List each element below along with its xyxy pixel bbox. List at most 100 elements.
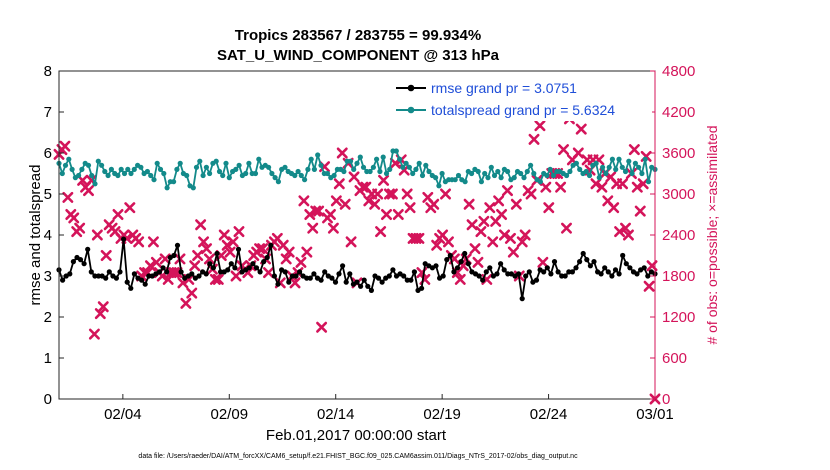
rmse-point (70, 259, 76, 265)
totalspread-point (102, 168, 108, 175)
rmse-point (358, 283, 364, 289)
rmse-point (60, 277, 66, 283)
totalspread-point (272, 175, 278, 181)
nobs-marker (147, 236, 159, 248)
x-tick-label: 02/19 (423, 406, 461, 423)
rmse-point (541, 269, 547, 275)
totalspread-point (131, 166, 137, 172)
nobs-marker (543, 202, 555, 214)
y-left-tick-label: 4 (44, 227, 52, 244)
rmse-point (174, 242, 181, 248)
rmse-point (627, 265, 633, 271)
totalspread-point (292, 172, 298, 179)
rmse-point (347, 271, 353, 277)
rmse-point (573, 265, 579, 271)
rmse-point (268, 242, 274, 248)
totalspread-point (138, 164, 144, 170)
rmse-point (533, 277, 540, 283)
totalspread-point (619, 164, 625, 170)
rmse-point (516, 271, 522, 277)
totalspread-point (95, 158, 101, 164)
totalspread-point (413, 166, 419, 172)
nobs-marker (442, 236, 454, 248)
totalspread-point (573, 160, 580, 166)
y-left-tick-label: 8 (44, 63, 52, 80)
nobs-marker (345, 236, 357, 248)
nobs-marker (230, 270, 242, 282)
nobs-marker (510, 198, 522, 210)
rmse-point (408, 277, 414, 283)
series-layer (53, 96, 661, 405)
y-right-tick-label: 2400 (662, 227, 695, 244)
nobs-marker (88, 328, 100, 340)
rmse-point (365, 283, 371, 289)
rmse-point (271, 273, 277, 279)
rmse-point (275, 281, 281, 287)
legend-box (392, 79, 652, 121)
nobs-marker (628, 144, 640, 156)
nobs-marker (555, 181, 567, 193)
totalspread-point (550, 172, 557, 179)
nobs-marker (386, 188, 398, 200)
rmse-point (88, 269, 94, 275)
rmse-point (95, 273, 102, 279)
nobs-marker (478, 215, 490, 227)
nobs-marker (257, 243, 269, 255)
rmse-point (487, 265, 493, 271)
legend-rmse-marker (407, 84, 415, 92)
nobs-marker (540, 181, 552, 193)
nobs-marker (313, 205, 325, 217)
nobs-marker (91, 229, 103, 241)
nobs-marker (381, 209, 393, 220)
rmse-point (131, 271, 137, 277)
nobs-marker (431, 239, 443, 251)
totalspread-point (462, 179, 468, 185)
rmse-point (526, 269, 532, 275)
y-left-tick-label: 0 (44, 391, 52, 408)
totalspread-point (491, 172, 498, 179)
tick-layer: 0 1 2 3 4 5 6 7 8 0 600 1200 1800 2400 3000 3600 4200 480… (44, 63, 696, 423)
rmse-point (551, 259, 558, 265)
totalspread-point (380, 154, 386, 160)
totalspread-point (331, 172, 337, 179)
nobs-marker (94, 308, 106, 320)
nobs-marker (401, 188, 413, 200)
nobs-marker (525, 188, 537, 200)
totalspread-point (256, 156, 262, 162)
totalspread-point (79, 166, 85, 172)
totalspread-point (475, 168, 481, 175)
rmse-point (494, 271, 500, 277)
rmse-point (103, 275, 109, 281)
rmse-point (67, 271, 73, 277)
nobs-marker (227, 236, 239, 248)
nobs-marker (572, 147, 584, 159)
x-tick-label: 02/14 (317, 406, 355, 423)
totalspread-point (226, 175, 232, 181)
totalspread-point (295, 168, 301, 175)
totalspread-point (613, 166, 619, 172)
rmse-point (164, 269, 170, 275)
totalspread-point (275, 179, 281, 185)
nobs-marker (519, 229, 531, 241)
nobs-marker (617, 178, 629, 190)
nobs-marker (378, 174, 390, 186)
rmse-point (609, 273, 615, 279)
nobs-marker (560, 222, 572, 234)
nobs-marker (316, 321, 328, 333)
totalspread-point (118, 166, 124, 172)
rmse-point (462, 250, 468, 257)
rmse-point (311, 271, 317, 277)
nobs-marker (327, 222, 339, 234)
rmse-point (196, 273, 202, 279)
nobs-marker (575, 123, 587, 135)
rmse-point (128, 285, 134, 291)
totalspread-point (367, 168, 373, 175)
nobs-marker (195, 219, 207, 231)
totalspread-point (360, 164, 367, 170)
rmse-point (620, 252, 626, 259)
legend-rmse-label: rmse grand pr = 3.0751 (431, 80, 577, 96)
rmse-point (605, 269, 611, 275)
nobs-marker (558, 144, 570, 156)
totalspread-point (400, 164, 406, 170)
rmse-point (598, 271, 604, 277)
